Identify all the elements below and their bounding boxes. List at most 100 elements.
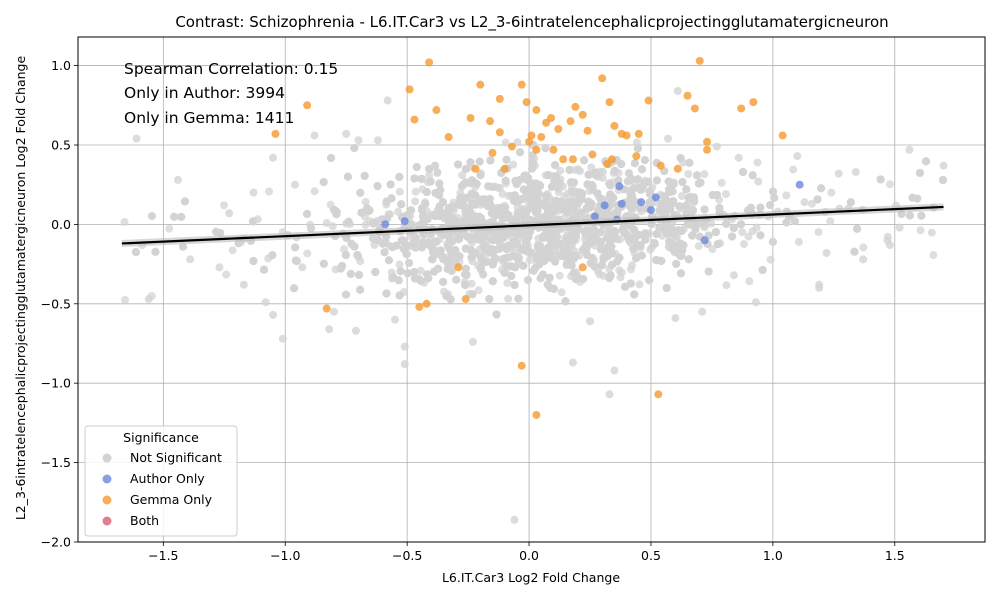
point-not-significant xyxy=(516,148,524,157)
point-not-significant xyxy=(567,178,575,187)
point-not-significant xyxy=(713,240,722,248)
point-not-significant xyxy=(438,252,447,261)
point-not-significant xyxy=(722,281,731,290)
point-not-significant xyxy=(565,165,574,174)
point-not-significant xyxy=(501,176,510,185)
point-not-significant xyxy=(670,248,679,257)
point-not-significant xyxy=(769,187,777,196)
point-not-significant xyxy=(528,151,537,160)
legend-box xyxy=(84,425,238,537)
point-not-significant xyxy=(711,228,720,236)
point-not-significant xyxy=(502,262,511,271)
point-not-significant xyxy=(423,270,432,279)
point-not-significant xyxy=(455,234,464,243)
point-not-significant xyxy=(657,256,666,265)
point-not-significant xyxy=(474,286,483,295)
point-not-significant xyxy=(498,189,507,198)
point-not-significant xyxy=(528,164,537,173)
point-not-significant xyxy=(510,191,519,200)
legend-marker-gemma-only xyxy=(102,495,112,505)
point-not-significant xyxy=(447,266,456,275)
point-not-significant xyxy=(373,136,382,145)
point-not-significant xyxy=(249,257,258,265)
point-not-significant xyxy=(606,271,615,280)
point-not-significant xyxy=(540,198,549,207)
point-gemma-only xyxy=(507,142,516,151)
point-not-significant xyxy=(822,248,831,257)
point-not-significant xyxy=(518,244,526,253)
point-gemma-only xyxy=(522,98,531,107)
point-not-significant xyxy=(467,279,476,288)
point-not-significant xyxy=(165,224,174,233)
point-not-significant xyxy=(319,259,328,268)
point-not-significant xyxy=(494,244,503,253)
point-gemma-only xyxy=(495,94,504,103)
point-not-significant xyxy=(292,257,301,265)
point-not-significant xyxy=(556,166,565,175)
point-gemma-only xyxy=(703,137,712,146)
point-not-significant xyxy=(535,260,544,269)
point-not-significant xyxy=(382,289,391,298)
point-not-significant xyxy=(593,189,602,198)
point-not-significant xyxy=(746,203,755,212)
point-not-significant xyxy=(472,179,481,188)
x-tick-label: 1.5 xyxy=(885,548,905,563)
point-not-significant xyxy=(717,178,726,187)
point-not-significant xyxy=(461,264,470,273)
point-gemma-only xyxy=(422,299,431,308)
point-not-significant xyxy=(434,264,442,273)
point-not-significant xyxy=(630,159,639,168)
point-not-significant xyxy=(461,194,470,203)
point-not-significant xyxy=(407,220,416,228)
point-not-significant xyxy=(559,199,568,208)
point-not-significant xyxy=(673,86,682,95)
point-not-significant xyxy=(497,203,506,212)
legend-label-both: Both xyxy=(130,513,159,528)
point-not-significant xyxy=(545,226,554,235)
point-not-significant xyxy=(689,206,697,215)
y-tick-label: −0.5 xyxy=(41,296,71,311)
point-gemma-only xyxy=(654,390,663,399)
point-not-significant xyxy=(707,219,716,228)
point-not-significant xyxy=(915,168,924,177)
point-not-significant xyxy=(597,261,606,270)
point-not-significant xyxy=(739,168,747,177)
point-gemma-only xyxy=(488,148,497,157)
point-gemma-only xyxy=(598,74,607,83)
point-gemma-only xyxy=(690,104,699,113)
point-not-significant xyxy=(678,246,687,255)
point-not-significant xyxy=(800,198,809,207)
point-not-significant xyxy=(748,227,757,236)
point-not-significant xyxy=(470,249,479,257)
point-not-significant xyxy=(544,253,553,262)
point-not-significant xyxy=(442,291,451,300)
point-not-significant xyxy=(310,131,319,140)
point-not-significant xyxy=(613,208,622,217)
point-not-significant xyxy=(782,218,791,227)
point-not-significant xyxy=(677,227,686,235)
point-not-significant xyxy=(151,247,160,256)
point-not-significant xyxy=(448,251,457,260)
point-gemma-only xyxy=(778,131,787,140)
point-not-significant xyxy=(504,294,513,303)
point-not-significant xyxy=(307,224,315,233)
point-not-significant xyxy=(545,273,554,282)
point-not-significant xyxy=(533,243,542,252)
point-not-significant xyxy=(728,232,737,241)
point-not-significant xyxy=(669,180,678,189)
point-not-significant xyxy=(479,270,488,279)
point-gemma-only xyxy=(634,129,643,138)
point-not-significant xyxy=(249,217,257,226)
point-not-significant xyxy=(445,216,454,224)
point-not-significant xyxy=(859,255,868,264)
point-gemma-only xyxy=(471,164,480,173)
point-not-significant xyxy=(310,187,319,196)
legend-title: Significance xyxy=(123,430,199,445)
point-not-significant xyxy=(249,188,258,197)
point-not-significant xyxy=(607,242,616,251)
point-not-significant xyxy=(520,206,529,215)
point-gemma-only xyxy=(578,263,587,272)
point-not-significant xyxy=(905,211,914,220)
point-not-significant xyxy=(627,222,636,231)
